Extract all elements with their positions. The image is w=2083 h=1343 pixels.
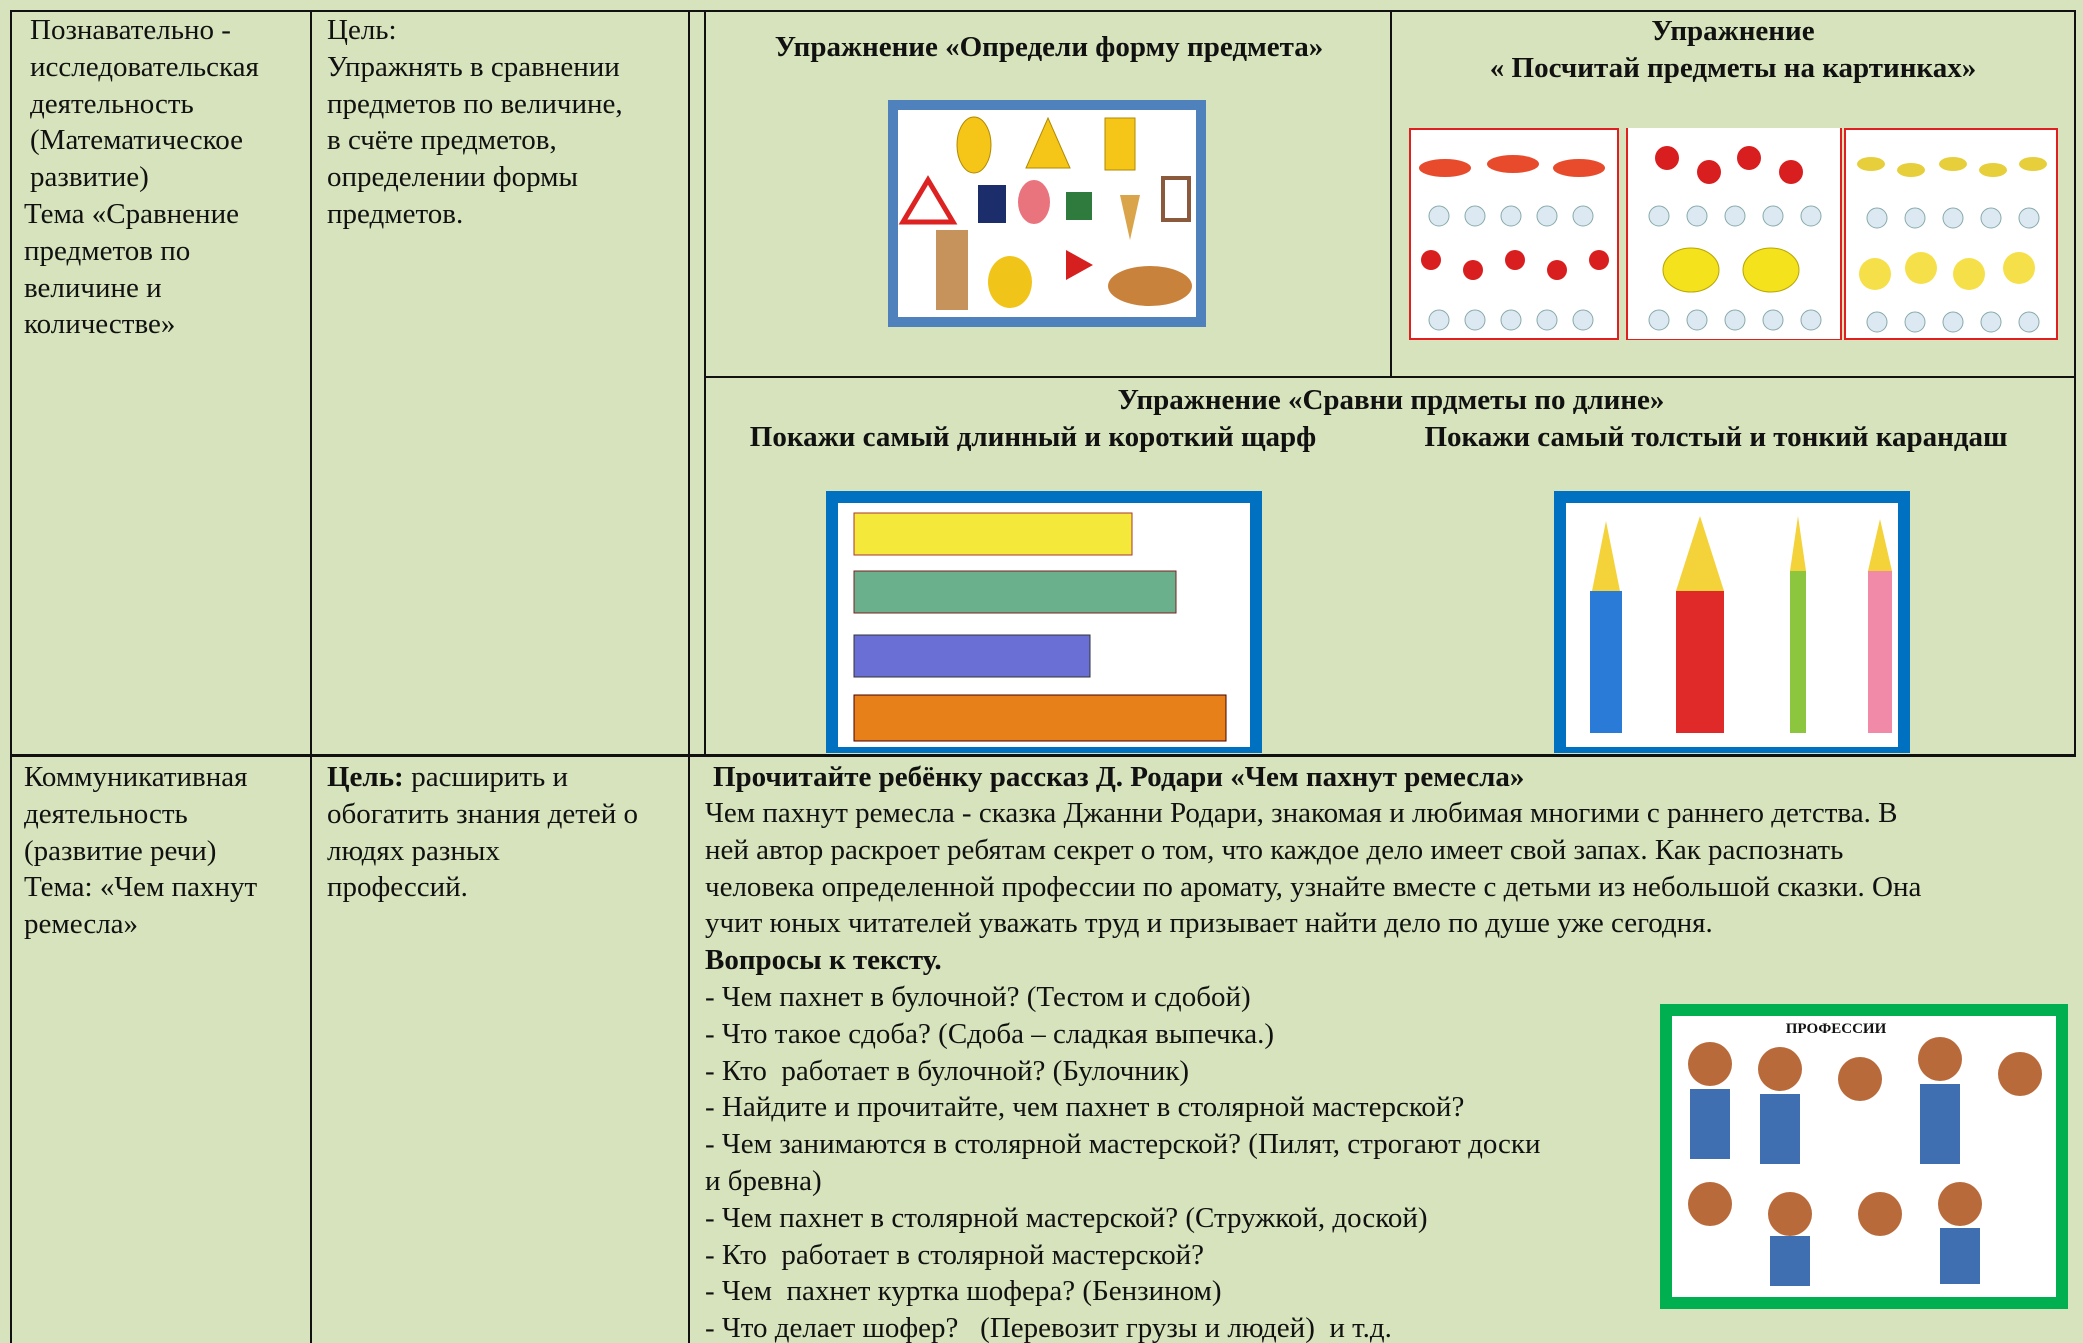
goal-line: предметов по величине, [327,87,623,120]
activity-line: исследовательская [30,50,259,83]
border [688,10,690,1343]
exercise-title: Упражнение [1651,15,1815,47]
story-title: Прочитайте ребёнку рассказ Д. Родари «Че… [713,761,1525,793]
goal-line: обогатить знания детей о [327,797,639,830]
story-text: ней автор раскроет ребятам секрет о том,… [705,833,1844,866]
goal-line: людях разных [327,834,500,867]
border [1390,10,1392,377]
border [10,754,2076,757]
activity-line: Тема «Сравнение [24,198,239,230]
activity-line: величине и [24,271,162,304]
goal-line: профессий. [327,871,468,904]
question-line: - Кто работает в булочной? (Булочник) [705,1054,1190,1087]
activity-line: (Математическое [30,124,243,157]
border [2074,10,2076,755]
shapes-picture [888,100,1206,327]
exercise-task: Покажи самый длинный и короткий щарф [749,421,1317,453]
goal-line: предметов. [327,198,464,230]
goal-label: Цель: [327,761,404,793]
exercise-title: Упражнение «Определи форму предмета» [774,31,1324,63]
activity-line: (развитие речи) [24,834,217,867]
exercise-task: Покажи самый толстый и тонкий карандаш [1424,421,2008,453]
question-line: - Чем занимаются в столярной мастерской?… [705,1128,1541,1161]
border [10,10,2076,12]
questions-title: Вопросы к тексту. [705,944,942,976]
story-text: Чем пахнут ремесла - сказка Джанни Родар… [705,797,1898,829]
activity-line: развитие) [30,161,149,194]
professions-poster [1660,1004,2068,1309]
activity-line: деятельность [24,797,188,830]
question-line: - Чем пахнет куртка шофера? (Бензином) [705,1275,1222,1308]
border [310,10,312,1343]
scarves-picture [826,491,1262,753]
exercise-title: « Посчитай предметы на картинках» [1489,51,1977,84]
question-line: - Что такое сдоба? (Сдоба – сладкая выпе… [705,1017,1274,1050]
count-picture [1409,128,2058,340]
activity-line: Познавательно - [30,14,231,46]
border [704,376,2076,378]
poster-title: ПРОФЕССИИ [1785,1021,1887,1037]
activity-line: Коммуникативная [24,761,248,793]
goal-line: определении формы [327,161,578,194]
activity-line: Тема: «Чем пахнут [24,871,258,904]
activity-line: ремесла» [24,908,139,941]
story-text: учит юных читателей уважать труд и призы… [705,907,1713,940]
goal-line: в счёте предметов, [327,124,557,157]
goal-line: расширить и [404,761,569,793]
exercise-title: Упражнение «Сравни прдметы по длине» [1117,384,1665,416]
question-line: - Что делает шофер? (Перевозит грузы и л… [705,1312,1392,1343]
question-line: - Чем пахнет в столярной мастерской? (Ст… [705,1201,1428,1234]
goal-line: Цель: [327,14,397,46]
pencils-picture [1554,491,1910,753]
question-line: - Кто работает в столярной мастерской? [705,1238,1205,1271]
question-line: и бревна) [705,1165,822,1197]
question-line: - Чем пахнет в булочной? (Тестом и сдобо… [705,981,1251,1013]
activity-line: предметов по [24,234,191,267]
question-line: - Найдите и прочитайте, чем пахнет в сто… [705,1091,1465,1124]
activity-line: деятельность [30,87,194,120]
border [704,10,706,755]
activity-line: количестве» [24,308,176,341]
story-text: человека определенной профессии по арома… [705,870,1922,903]
goal-line: Упражнять в сравнении [327,50,620,83]
border [10,10,12,1343]
